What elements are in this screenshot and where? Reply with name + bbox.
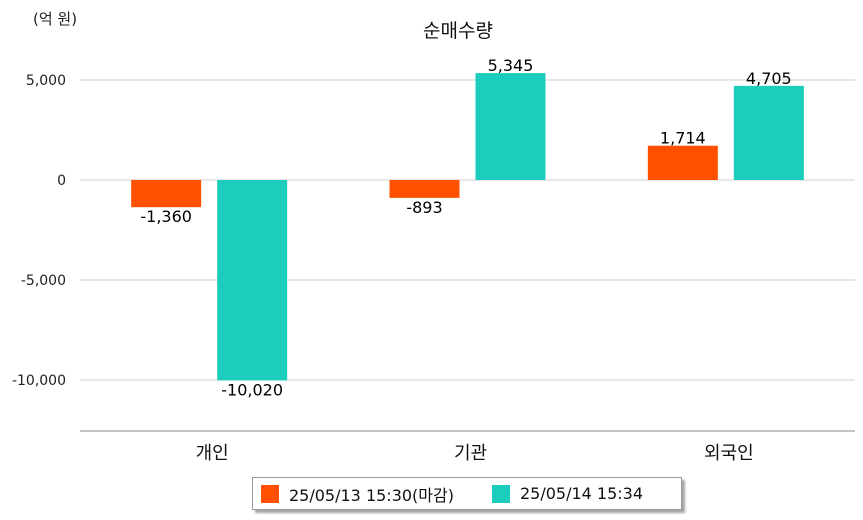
gridlines	[80, 79, 855, 381]
bar	[475, 73, 546, 180]
x-tick-label: 개인	[196, 443, 229, 464]
bar	[389, 180, 460, 198]
x-tick-label: 기관	[454, 443, 487, 464]
data-label: 1,714	[660, 129, 706, 148]
data-labels: -1,360 -10,020 -893 5,345 1,714 4,705	[140, 56, 791, 399]
y-tick-label: -5,000	[21, 273, 66, 289]
legend-swatch-series-2	[491, 484, 510, 503]
data-label: -10,020	[221, 380, 283, 399]
unit-label: (억 원)	[33, 10, 77, 28]
bar	[131, 180, 202, 208]
legend-label-series-2: 25/05/14 15:34	[519, 484, 644, 503]
bars	[131, 73, 804, 381]
chart-title: 순매수량	[423, 20, 493, 42]
y-tick-label: 5,000	[26, 73, 66, 89]
x-axis-ticks: 개인 기관 외국인	[196, 443, 754, 464]
legend-swatch-series-1	[261, 484, 279, 503]
bar	[733, 85, 804, 180]
legend-label-series-1: 25/05/13 15:30(마감)	[289, 485, 454, 505]
y-axis-ticks: 5,000 0 -5,000 -10,000	[12, 73, 66, 389]
legend-item-series-2: 25/05/14 15:34	[491, 484, 644, 503]
data-label: 4,705	[746, 69, 792, 88]
data-label: -893	[406, 198, 442, 217]
x-tick-label: 외국인	[704, 443, 754, 464]
bar	[217, 180, 288, 381]
legend-item-series-1: 25/05/13 15:30(마감)	[261, 482, 454, 506]
data-label: 5,345	[488, 56, 534, 75]
legend: 25/05/13 15:30(마감) 25/05/14 15:34	[252, 477, 682, 510]
data-label: -1,360	[140, 207, 192, 226]
y-tick-label: -10,000	[12, 373, 66, 389]
bar	[647, 145, 718, 180]
y-tick-label: 0	[57, 173, 66, 189]
